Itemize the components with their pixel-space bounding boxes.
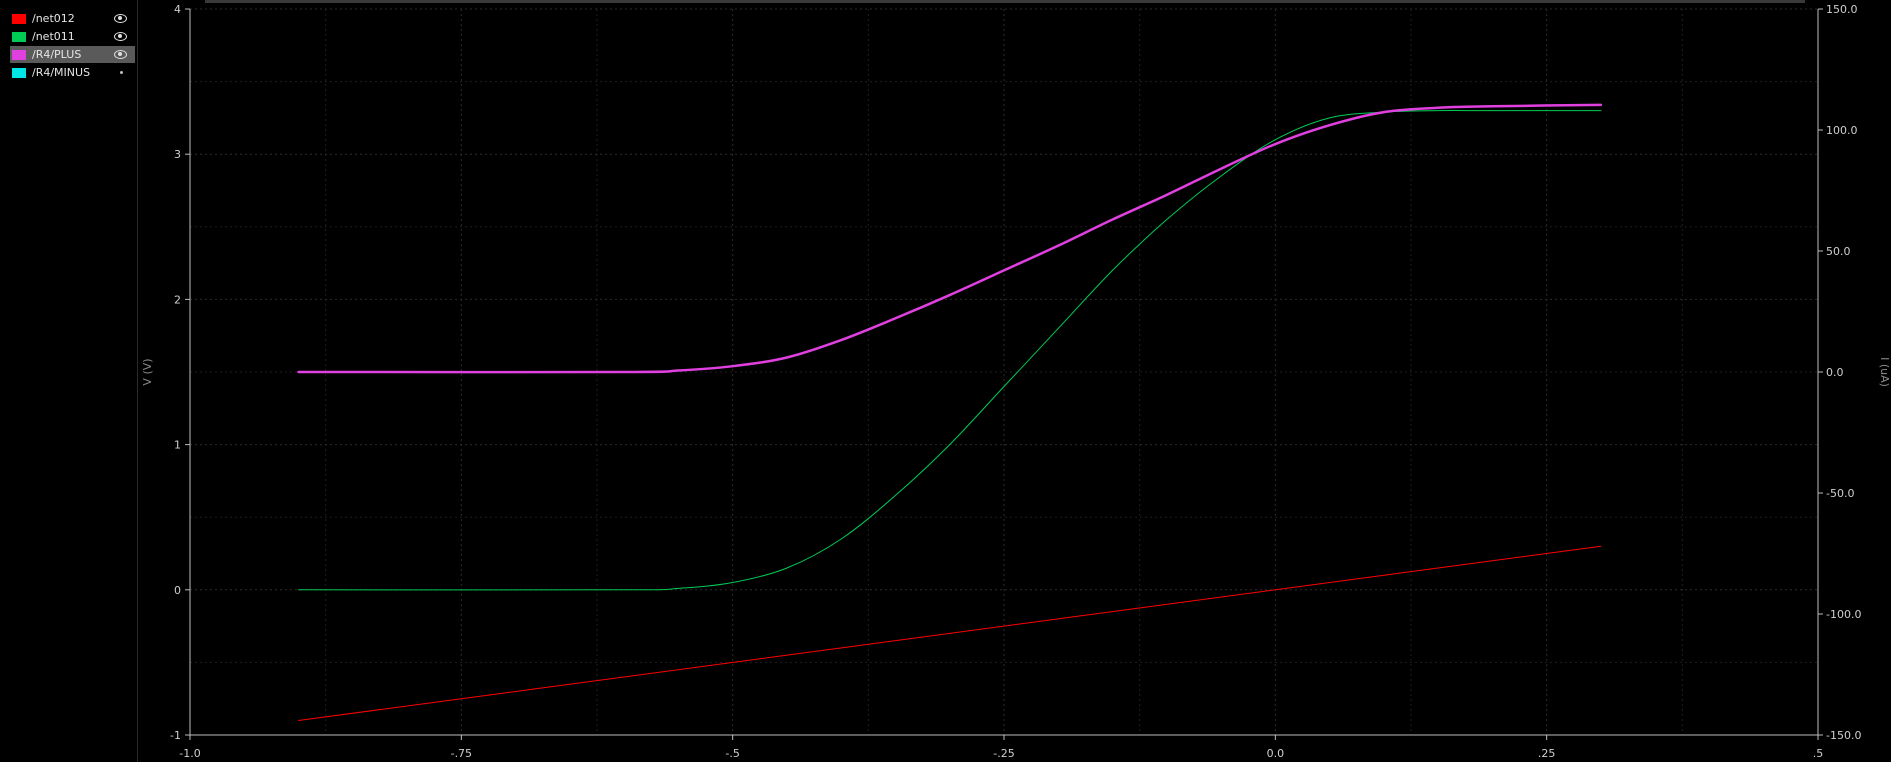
legend-item[interactable]: /net012 bbox=[12, 10, 135, 27]
y-left-tick-label: 1 bbox=[174, 439, 181, 452]
legend-label: /R4/PLUS bbox=[32, 48, 82, 61]
visibility-eye-icon[interactable] bbox=[114, 32, 127, 41]
y-right-tick-label: 0.0 bbox=[1826, 366, 1844, 379]
y-right-tick-label: -100.0 bbox=[1826, 608, 1861, 621]
y-right-axis-title: I (uA) bbox=[1878, 357, 1891, 387]
x-tick-label: .25 bbox=[1538, 747, 1556, 760]
y-left-tick-label: 3 bbox=[174, 148, 181, 161]
legend-swatch bbox=[12, 13, 26, 24]
legend-label: /net012 bbox=[32, 12, 75, 25]
y-right-tick-label: 50.0 bbox=[1826, 245, 1851, 258]
x-tick-label: 0.0 bbox=[1267, 747, 1285, 760]
visibility-eye-icon[interactable] bbox=[114, 14, 127, 23]
y-left-tick-label: 0 bbox=[174, 584, 181, 597]
legend-swatch bbox=[12, 49, 26, 60]
series-line-net011[interactable] bbox=[298, 110, 1602, 591]
y-right-tick-label: 100.0 bbox=[1826, 124, 1858, 137]
series-line-r4-plus[interactable] bbox=[297, 103, 1603, 374]
y-left-tick-label: 2 bbox=[174, 293, 181, 306]
y-left-tick-label: 4 bbox=[174, 3, 181, 16]
legend-label: /R4/MINUS bbox=[32, 66, 91, 79]
legend-swatch bbox=[12, 67, 26, 78]
top-scroll-bar[interactable] bbox=[205, 0, 1805, 3]
legend-panel: /net012/net011/R4/PLUS/R4/MINUS bbox=[0, 0, 138, 762]
legend-label: /net011 bbox=[32, 30, 75, 43]
x-tick-label: -.75 bbox=[451, 747, 472, 760]
visibility-eye-icon[interactable] bbox=[114, 50, 127, 59]
y-right-tick-label: -50.0 bbox=[1826, 487, 1854, 500]
x-tick-label: -.5 bbox=[725, 747, 739, 760]
legend-swatch bbox=[12, 31, 26, 42]
legend-item[interactable]: /R4/PLUS bbox=[10, 46, 135, 63]
legend-item[interactable]: /net011 bbox=[12, 28, 135, 45]
y-left-tick-label: -1 bbox=[170, 729, 181, 742]
series-line-net012[interactable] bbox=[298, 545, 1602, 721]
visibility-dot-icon[interactable] bbox=[120, 71, 123, 74]
x-tick-label: -1.0 bbox=[179, 747, 200, 760]
legend-item[interactable]: /R4/MINUS bbox=[12, 64, 135, 81]
y-left-axis-title: V (V) bbox=[141, 358, 154, 385]
x-tick-label: -.25 bbox=[993, 747, 1014, 760]
y-right-tick-label: 150.0 bbox=[1826, 3, 1858, 16]
x-tick-label: .5 bbox=[1813, 747, 1824, 760]
y-right-tick-label: -150.0 bbox=[1826, 729, 1861, 742]
